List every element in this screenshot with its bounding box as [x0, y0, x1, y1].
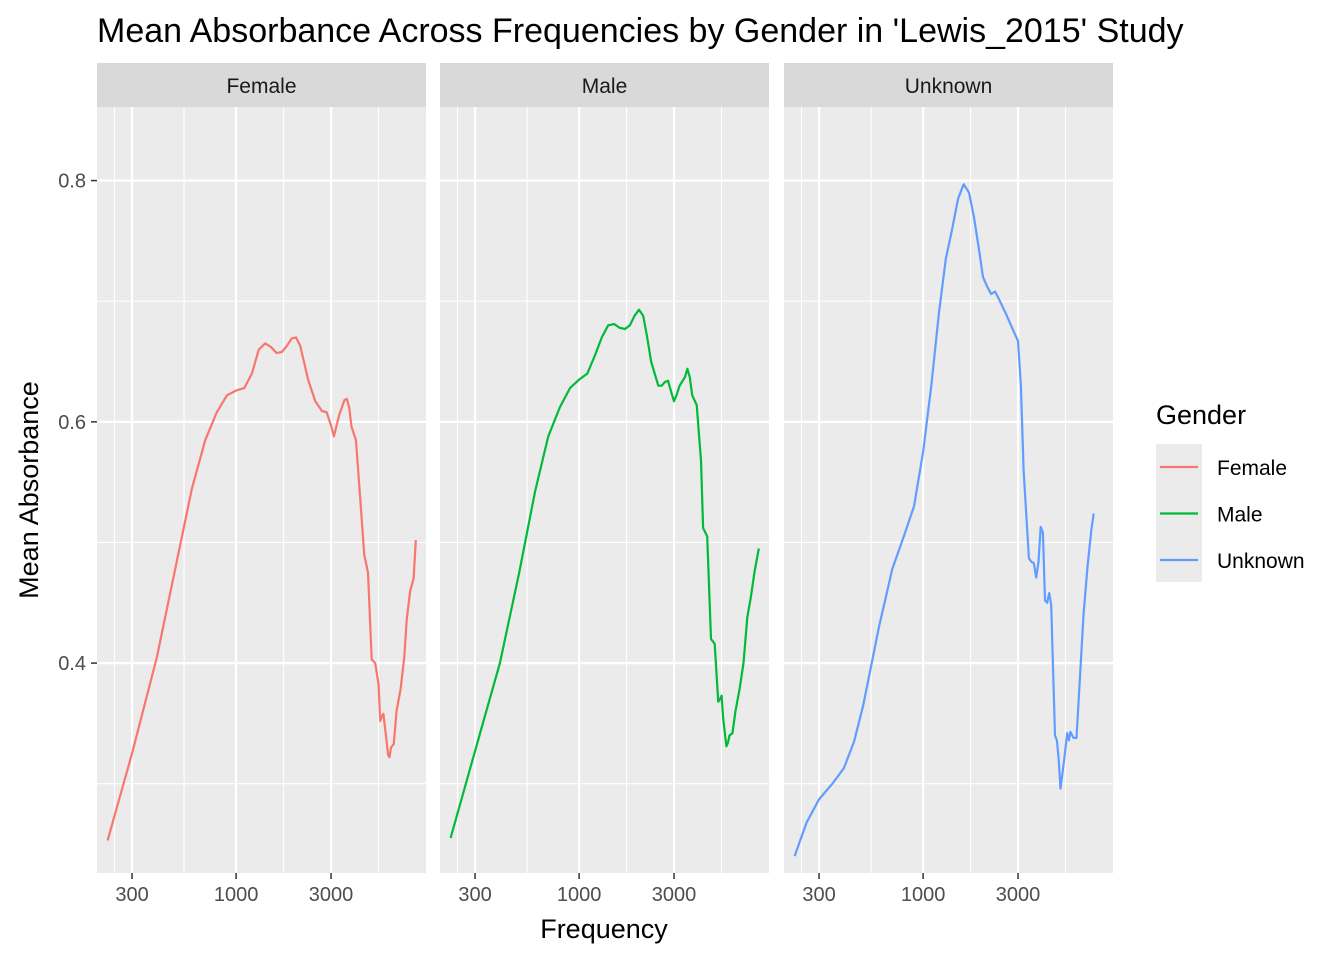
legend-entry-male: Male [1160, 504, 1263, 527]
panel-background [97, 107, 426, 873]
facet-strip-label: Male [582, 75, 628, 98]
chart-title: Mean Absorbance Across Frequencies by Ge… [97, 12, 1184, 50]
facet-panels: Female Male Unknown [97, 63, 1113, 873]
legend-entry-female: Female [1160, 457, 1287, 480]
facet-strip-label: Female [226, 75, 296, 98]
x-tick-label: 1000 [557, 884, 602, 906]
facet-strip [97, 63, 426, 107]
y-tick-label: 0.6 [58, 412, 86, 434]
x-tick-label: 3000 [309, 884, 354, 906]
facet-strip-label: Unknown [905, 75, 993, 98]
legend-label: Female [1217, 457, 1287, 480]
x-tick-label: 1000 [901, 884, 946, 906]
x-tick-label: 300 [458, 884, 491, 906]
x-tick-label: 1000 [214, 884, 259, 906]
x-tick-label: 3000 [652, 884, 697, 906]
legend-title: Gender [1156, 400, 1246, 430]
y-axis-title: Mean Absorbance [14, 381, 44, 599]
y-axis: 0.4 0.6 0.8 [58, 171, 97, 675]
legend-entry-unknown: Unknown [1160, 550, 1305, 573]
panel-background [440, 107, 769, 873]
series-line-male [449, 308, 760, 839]
x-tick-label: 300 [802, 884, 835, 906]
facet-panel-female: Female [97, 63, 426, 873]
legend: Gender Female Male Unknown [1156, 400, 1305, 582]
x-tick-label: 3000 [996, 884, 1041, 906]
x-axis: 300 1000 3000 300 1000 3000 300 1000 3000 [115, 873, 1040, 906]
y-tick-label: 0.4 [58, 653, 86, 675]
x-tick-label: 300 [115, 884, 148, 906]
legend-label: Unknown [1217, 550, 1305, 573]
x-axis-title: Frequency [540, 914, 668, 944]
series-line-unknown [793, 183, 1095, 857]
facet-panel-unknown: Unknown [784, 63, 1113, 873]
series-line-female [106, 336, 417, 841]
legend-label: Male [1217, 504, 1263, 527]
facet-strip [440, 63, 769, 107]
facet-strip [784, 63, 1113, 107]
facet-panel-male: Male [440, 63, 769, 873]
y-tick-label: 0.8 [58, 171, 86, 193]
